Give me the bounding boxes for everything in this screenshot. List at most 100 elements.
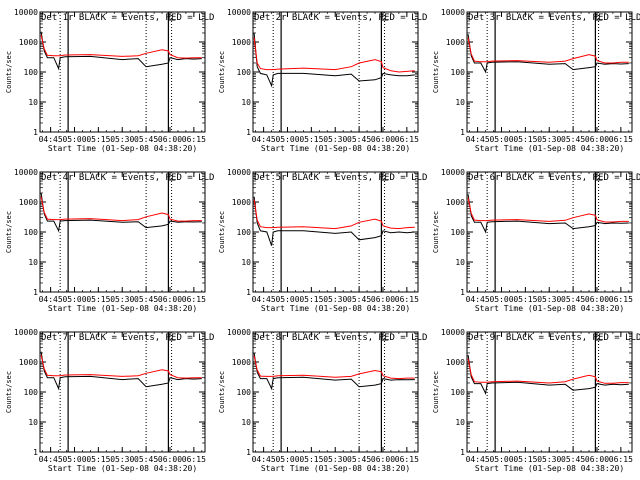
y-tick-label: 1000 (446, 198, 465, 207)
y-tick-label: 100 (237, 68, 252, 77)
x-tick-label: 06:00 (158, 135, 182, 144)
y-tick-label: 1 (33, 288, 38, 297)
panel-det-8r: 1 10 100 1000 10000 04:45 05:00 05:15 05:30 05:45… (218, 328, 427, 473)
panel-det-7r: 1 10 100 1000 10000 04:45 05:00 05:15 05:30 05:45… (5, 328, 214, 473)
x-tick-label: 05:45 (561, 455, 585, 464)
x-tick-label: 06:00 (371, 455, 395, 464)
panel-det-5r: 1 10 100 1000 10000 04:45 05:00 05:15 05:30 05:45… (218, 168, 427, 313)
series-line-events (467, 194, 629, 234)
plot-frame (466, 331, 633, 453)
y-axis-label: Counts/sec (218, 211, 226, 253)
x-tick-label: 05:00 (275, 455, 299, 464)
x-axis-label: Start Time (01-Sep-08 04:38:20) (261, 464, 410, 473)
y-tick-label: 100 (237, 228, 252, 237)
x-tick-label: 04:45 (466, 135, 490, 144)
x-axis-label: Start Time (01-Sep-08 04:38:20) (475, 304, 624, 313)
series-line-lld (253, 37, 415, 73)
panel-det-3r: 1 10 100 1000 10000 04:45 05:00 05:15 05:30 05:45… (432, 8, 640, 153)
x-tick-label: 06:00 (585, 455, 609, 464)
x-tick-label: 04:45 (466, 295, 490, 304)
y-tick-label: 1000 (446, 358, 465, 367)
x-tick-label: 05:15 (299, 135, 323, 144)
y-tick-label: 100 (24, 388, 39, 397)
x-tick-label: 05:30 (537, 295, 561, 304)
x-axis-label: Start Time (01-Sep-08 04:38:20) (48, 304, 197, 313)
x-tick-label: 05:45 (134, 135, 158, 144)
x-tick-label: 05:00 (62, 295, 86, 304)
plot-frame (466, 171, 633, 293)
x-tick-label: 05:15 (513, 295, 537, 304)
y-tick-label: 100 (24, 68, 39, 77)
y-tick-label: 10 (241, 258, 251, 267)
y-axis-label: Counts/sec (5, 371, 13, 413)
x-axis-label: Start Time (01-Sep-08 04:38:20) (475, 464, 624, 473)
x-tick-label: 04:45 (252, 455, 276, 464)
series-line-events (467, 34, 629, 74)
x-tick-label: 06:15 (609, 455, 633, 464)
x-tick-label: 05:00 (489, 295, 513, 304)
y-tick-label: 1000 (19, 38, 38, 47)
y-tick-label: 100 (451, 228, 466, 237)
series-line-lld (467, 197, 629, 223)
attenuator-flag (167, 172, 176, 181)
panel-det-6r: 1 10 100 1000 10000 04:45 05:00 05:15 05:30 05:45… (432, 168, 640, 313)
y-tick-label: 10 (28, 418, 38, 427)
y-tick-label: 10 (241, 418, 251, 427)
series-line-events (253, 352, 415, 391)
y-axis-label: Counts/sec (432, 371, 440, 413)
attenuator-flag (594, 332, 603, 341)
y-tick-label: 1 (246, 448, 251, 457)
x-tick-label: 06:00 (158, 455, 182, 464)
series-line-events (40, 192, 202, 233)
x-tick-label: 06:15 (182, 295, 206, 304)
panel-det-1r: 1 10 100 1000 10000 04:45 05:00 05:15 05:30 05:45… (5, 8, 214, 153)
y-tick-label: 1 (460, 448, 465, 457)
x-axis-label: Start Time (01-Sep-08 04:38:20) (48, 144, 197, 153)
y-tick-label: 1 (246, 128, 251, 137)
y-axis-label: Counts/sec (5, 51, 13, 93)
y-tick-label: 10000 (441, 8, 465, 17)
x-tick-label: 05:15 (86, 455, 110, 464)
attenuator-flag (167, 332, 176, 341)
series-line-lld (253, 355, 415, 380)
x-tick-label: 05:30 (110, 295, 134, 304)
y-tick-label: 10 (241, 98, 251, 107)
x-tick-label: 05:30 (110, 455, 134, 464)
x-tick-label: 05:15 (513, 135, 537, 144)
series-line-events (253, 32, 415, 88)
x-tick-label: 05:00 (489, 135, 513, 144)
panel-det-2r: 1 10 100 1000 10000 04:45 05:00 05:15 05:30 05:45… (218, 8, 427, 153)
y-axis-label: Counts/sec (432, 51, 440, 93)
x-tick-label: 05:15 (513, 455, 537, 464)
y-tick-label: 10 (455, 418, 465, 427)
plot-frame (252, 11, 419, 133)
y-axis-label: Counts/sec (5, 211, 13, 253)
x-tick-label: 06:15 (609, 295, 633, 304)
x-tick-label: 05:45 (347, 455, 371, 464)
y-tick-label: 1000 (446, 38, 465, 47)
x-tick-label: 06:00 (371, 295, 395, 304)
y-tick-label: 10000 (227, 8, 251, 17)
x-tick-label: 05:30 (323, 135, 347, 144)
series-line-lld (40, 354, 202, 379)
y-tick-label: 1000 (19, 198, 38, 207)
x-tick-label: 05:00 (62, 455, 86, 464)
panel-title: Det 3r BLACK = Events, RED = LLD (468, 13, 640, 23)
y-tick-label: 1 (33, 128, 38, 137)
series-line-events (467, 355, 629, 396)
x-tick-label: 04:45 (466, 455, 490, 464)
panel-title: Det 9r BLACK = Events, RED = LLD (468, 333, 640, 343)
y-tick-label: 1000 (232, 38, 251, 47)
y-axis-label: Counts/sec (218, 51, 226, 93)
y-tick-label: 10000 (227, 168, 251, 177)
series-line-lld (253, 199, 415, 230)
x-tick-label: 04:45 (252, 295, 276, 304)
x-tick-label: 05:45 (134, 455, 158, 464)
x-tick-label: 05:15 (299, 455, 323, 464)
x-axis-label: Start Time (01-Sep-08 04:38:20) (261, 144, 410, 153)
x-tick-label: 05:15 (299, 295, 323, 304)
panel-title: Det 5r BLACK = Events, RED = LLD (254, 173, 427, 183)
x-axis-label: Start Time (01-Sep-08 04:38:20) (475, 144, 624, 153)
x-tick-label: 06:00 (371, 135, 395, 144)
y-tick-label: 10 (28, 98, 38, 107)
